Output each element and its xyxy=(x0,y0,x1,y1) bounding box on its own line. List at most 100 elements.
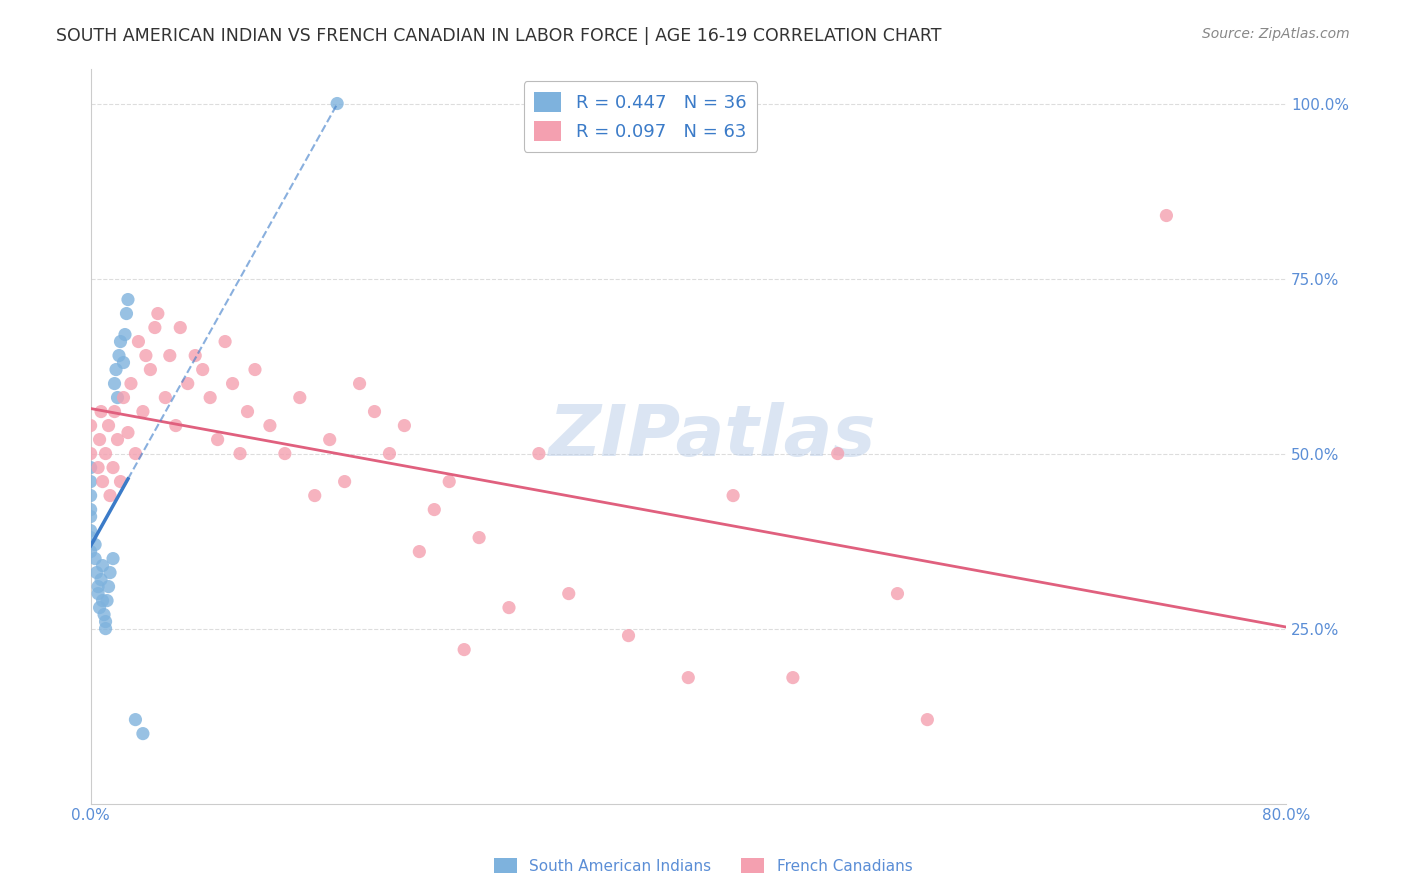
Point xyxy=(139,362,162,376)
Point xyxy=(349,376,371,391)
Point xyxy=(124,713,146,727)
Point xyxy=(439,475,461,489)
Point xyxy=(115,307,138,321)
Point xyxy=(132,726,155,740)
Point xyxy=(124,446,146,460)
Point xyxy=(453,642,475,657)
Point xyxy=(207,433,229,447)
Point xyxy=(103,404,125,418)
Point xyxy=(558,586,581,600)
Point xyxy=(89,433,111,447)
Point xyxy=(79,544,101,558)
Point xyxy=(143,320,166,334)
Point xyxy=(132,404,155,418)
Point xyxy=(93,607,115,622)
Point xyxy=(90,573,112,587)
Point xyxy=(94,446,117,460)
Point xyxy=(155,391,177,405)
Point xyxy=(97,418,120,433)
Point xyxy=(333,475,356,489)
Point xyxy=(1156,209,1178,223)
Text: ZIPatlas: ZIPatlas xyxy=(548,401,876,471)
Point xyxy=(79,446,101,460)
Point xyxy=(423,502,446,516)
Point xyxy=(97,580,120,594)
Point xyxy=(165,418,187,433)
Point xyxy=(96,593,118,607)
Point xyxy=(318,433,340,447)
Point xyxy=(91,593,114,607)
Point xyxy=(84,551,107,566)
Point xyxy=(79,524,101,538)
Point xyxy=(120,376,142,391)
Point xyxy=(86,566,108,580)
Point xyxy=(98,566,121,580)
Point xyxy=(678,671,700,685)
Point xyxy=(90,404,112,418)
Point xyxy=(91,475,114,489)
Point xyxy=(721,489,744,503)
Point xyxy=(408,544,430,558)
Point xyxy=(159,349,181,363)
Point xyxy=(105,362,128,376)
Point xyxy=(87,586,110,600)
Legend: South American Indians, French Canadians: South American Indians, French Canadians xyxy=(488,852,918,880)
Point xyxy=(110,334,132,349)
Point xyxy=(79,509,101,524)
Point xyxy=(886,586,908,600)
Point xyxy=(304,489,326,503)
Point xyxy=(112,355,135,369)
Point xyxy=(191,362,214,376)
Legend: R = 0.447   N = 36, R = 0.097   N = 63: R = 0.447 N = 36, R = 0.097 N = 63 xyxy=(523,81,758,152)
Point xyxy=(288,391,311,405)
Point xyxy=(79,531,101,545)
Point xyxy=(782,671,804,685)
Point xyxy=(917,713,939,727)
Point xyxy=(177,376,200,391)
Point xyxy=(101,460,124,475)
Point xyxy=(94,622,117,636)
Point xyxy=(146,307,169,321)
Point xyxy=(87,460,110,475)
Point xyxy=(101,551,124,566)
Point xyxy=(112,391,135,405)
Point xyxy=(110,475,132,489)
Point xyxy=(198,391,221,405)
Point xyxy=(363,404,385,418)
Point xyxy=(108,349,131,363)
Point xyxy=(117,293,139,307)
Text: Source: ZipAtlas.com: Source: ZipAtlas.com xyxy=(1202,27,1350,41)
Point xyxy=(87,580,110,594)
Point xyxy=(107,433,129,447)
Point xyxy=(394,418,416,433)
Point xyxy=(79,475,101,489)
Point xyxy=(274,446,297,460)
Point xyxy=(79,489,101,503)
Point xyxy=(94,615,117,629)
Point xyxy=(498,600,520,615)
Point xyxy=(259,418,281,433)
Point xyxy=(378,446,401,460)
Point xyxy=(221,376,243,391)
Point xyxy=(214,334,236,349)
Point xyxy=(617,629,640,643)
Point xyxy=(236,404,259,418)
Point xyxy=(827,446,849,460)
Point xyxy=(243,362,266,376)
Point xyxy=(107,391,129,405)
Point xyxy=(169,320,191,334)
Point xyxy=(127,334,149,349)
Point xyxy=(326,96,349,111)
Point xyxy=(114,327,136,342)
Point xyxy=(135,349,157,363)
Point xyxy=(229,446,252,460)
Point xyxy=(79,460,101,475)
Point xyxy=(98,489,121,503)
Text: SOUTH AMERICAN INDIAN VS FRENCH CANADIAN IN LABOR FORCE | AGE 16-19 CORRELATION : SOUTH AMERICAN INDIAN VS FRENCH CANADIAN… xyxy=(56,27,942,45)
Point xyxy=(468,531,491,545)
Point xyxy=(117,425,139,440)
Point xyxy=(79,502,101,516)
Point xyxy=(89,600,111,615)
Point xyxy=(79,418,101,433)
Point xyxy=(527,446,550,460)
